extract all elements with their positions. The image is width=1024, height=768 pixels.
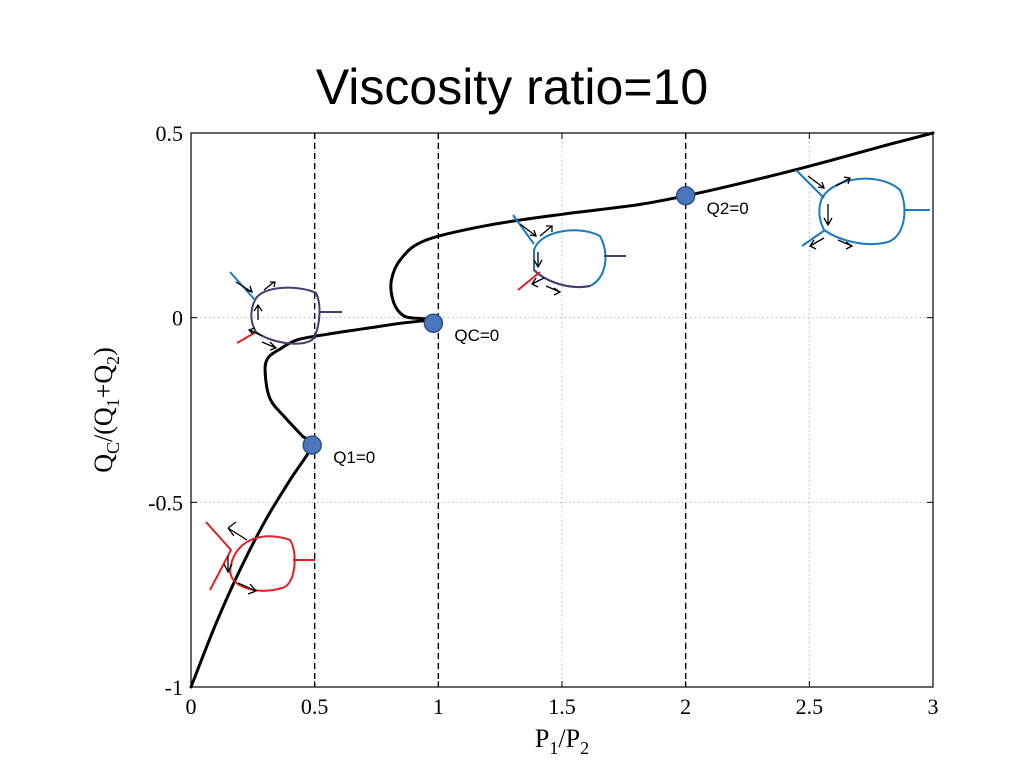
arrow-glyphs-icon [235,281,278,351]
y-tick-label: -0.5 [148,490,183,515]
series-line [189,131,935,689]
axis-ticks: 0 0.5 1 1.5 2 2.5 3 -1 -0.5 0 0.5 [148,121,938,719]
droplet-schematic-icon [512,214,626,291]
data-marker [423,313,444,333]
x-tick-label: 2.5 [796,694,824,719]
vertical-reference-lines [313,133,687,687]
x-tick-label: 0.5 [301,694,329,719]
arrow-glyphs-icon [223,521,258,595]
x-tick-label: 0 [186,694,197,719]
data-marker [675,186,696,206]
marker-label: Q1=0 [333,448,375,467]
markers: Q1=0 QC=0 Q2=0 [302,186,749,467]
chart-title: Viscosity ratio=10 [315,59,709,115]
y-tick-label: 0.5 [156,121,184,146]
droplet-schematic-icon [795,169,930,247]
droplet-schematic-icon [205,521,315,592]
x-tick-label: 1.5 [548,694,576,719]
y-tick-label: 0 [172,306,183,331]
y-tick-label: -1 [165,675,183,700]
plot-frame [190,132,934,688]
x-tick-label: 2 [680,694,691,719]
marker-label: QC=0 [454,326,499,345]
marker-label: Q2=0 [707,199,749,218]
curve [189,131,935,689]
arrow-glyphs-icon [519,223,562,296]
data-marker [302,435,322,455]
droplet-schematic-icon [229,271,342,345]
x-tick-label: 3 [928,694,939,719]
x-axis-label: P1/P2 [535,724,589,758]
x-tick-label: 1 [433,694,444,719]
y-axis-label: QC/(Q1+Q2) [89,347,123,473]
arrow-glyphs-icon [807,175,854,250]
grid [191,133,933,687]
